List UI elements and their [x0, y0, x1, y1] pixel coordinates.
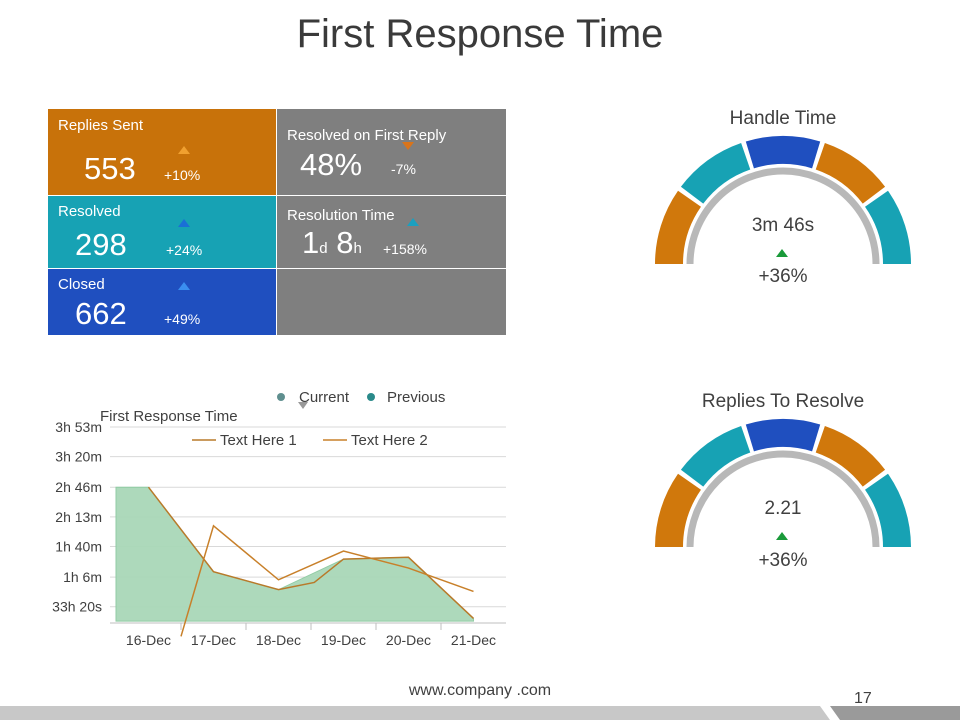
- tile-value: 553: [84, 151, 136, 186]
- gauge-segment: [815, 426, 886, 487]
- series-line-1: [147, 486, 475, 619]
- y-tick-label: 1h 6m: [63, 569, 102, 585]
- tile-change: +10%: [164, 167, 201, 183]
- gauge-value: 2.21: [764, 498, 802, 519]
- gauge-handle-time: [655, 135, 911, 265]
- x-tick-label: 16-Dec: [126, 632, 171, 648]
- tile-label: Resolved on First Reply: [287, 127, 447, 144]
- legend-text-1: Text Here 1: [220, 432, 297, 449]
- y-tick-label: 2h 13m: [55, 509, 102, 525]
- gauge-value: 3m 46s: [751, 215, 815, 236]
- footer-bar-right: [830, 706, 960, 720]
- x-tick-label: 17-Dec: [191, 632, 236, 648]
- tile-resolution-time: Resolution Time 1d 8h +158%: [277, 196, 506, 268]
- tile-label: Resolution Time: [287, 207, 395, 224]
- gauge-segment: [815, 143, 886, 204]
- x-tick-label: 20-Dec: [386, 632, 431, 648]
- gauge-segment: [680, 426, 751, 487]
- series-legend: Text Here 1 Text Here 2: [192, 432, 428, 449]
- tile-change: +49%: [164, 311, 201, 327]
- gauge-title: Handle Time: [729, 108, 837, 129]
- y-tick-label: 1h 40m: [55, 539, 102, 555]
- gauge-inner-arc: [686, 167, 880, 265]
- y-tick-label: 2h 46m: [55, 479, 102, 495]
- series-line-2: [180, 524, 474, 637]
- up-arrow-icon: [776, 532, 788, 540]
- gauge-segment: [655, 190, 701, 264]
- legend-text-2: Text Here 2: [351, 432, 428, 449]
- hours-value: 8: [336, 225, 354, 260]
- days-value: 1: [302, 225, 320, 260]
- tile-value: 662: [75, 296, 127, 331]
- tile-empty: [277, 269, 506, 335]
- tile-resolved: Resolved 298 +24%: [48, 196, 276, 268]
- page-title: First Response Time: [296, 12, 664, 56]
- tile-value: 298: [75, 227, 127, 262]
- y-tick-label: 33h 20s: [52, 599, 102, 615]
- down-arrow-icon: [402, 142, 414, 150]
- gauge-segment: [745, 135, 821, 169]
- tile-value: 48%: [300, 147, 363, 182]
- legend-current-marker: [277, 393, 285, 401]
- footer-bar-left: [0, 706, 830, 720]
- tile-change: +158%: [383, 241, 427, 257]
- tile-change: -7%: [391, 161, 416, 177]
- tile-label: Closed: [58, 276, 105, 293]
- gauge-segment: [680, 143, 751, 204]
- x-tick-label: 19-Dec: [321, 632, 366, 648]
- first-response-chart: Current Previous First Response Time Tex…: [52, 389, 506, 648]
- tile-value: 1d 8h: [302, 225, 362, 261]
- series-current-area: [115, 486, 474, 622]
- gauge-change: +36%: [758, 266, 808, 287]
- x-tick-label: 18-Dec: [256, 632, 301, 648]
- legend-current: Current: [299, 389, 350, 406]
- gauge-segment: [865, 190, 911, 264]
- days-unit: d: [319, 240, 328, 257]
- gauge-segment: [865, 473, 911, 547]
- up-arrow-icon: [776, 249, 788, 257]
- tile-resolved-first-reply: Resolved on First Reply 48% -7%: [277, 109, 506, 195]
- page-number: 17: [854, 690, 872, 707]
- chart-title: First Response Time: [100, 408, 238, 425]
- tile-closed: Closed 662 +49%: [48, 269, 276, 335]
- tile-change: +24%: [166, 242, 203, 258]
- up-arrow-icon: [178, 219, 190, 227]
- tile-label: Resolved: [58, 203, 121, 220]
- footer-url[interactable]: www.company .com: [408, 682, 552, 699]
- top-legend: Current Previous: [277, 389, 445, 409]
- gauge-change: +36%: [758, 550, 808, 571]
- gauge-title: Replies To Resolve: [701, 391, 865, 412]
- y-tick-label: 3h 53m: [55, 419, 102, 435]
- up-arrow-icon: [178, 146, 190, 154]
- gauge-inner-arc: [686, 450, 880, 548]
- caret-down-icon: [298, 402, 308, 409]
- up-arrow-icon: [407, 218, 419, 226]
- gauge-segment: [745, 419, 821, 452]
- footer-bar: [0, 706, 960, 720]
- up-arrow-icon: [178, 282, 190, 290]
- tile-label: Replies Sent: [58, 117, 144, 134]
- tile-replies-sent: Replies Sent 553 +10%: [48, 109, 276, 195]
- gauge-segment: [655, 473, 701, 547]
- x-tick-label: 21-Dec: [451, 632, 496, 648]
- legend-previous-marker: [367, 393, 375, 401]
- hours-unit: h: [353, 240, 362, 257]
- gauge-replies-to-resolve: [655, 419, 911, 548]
- legend-previous: Previous: [387, 389, 445, 406]
- y-tick-label: 3h 20m: [55, 449, 102, 465]
